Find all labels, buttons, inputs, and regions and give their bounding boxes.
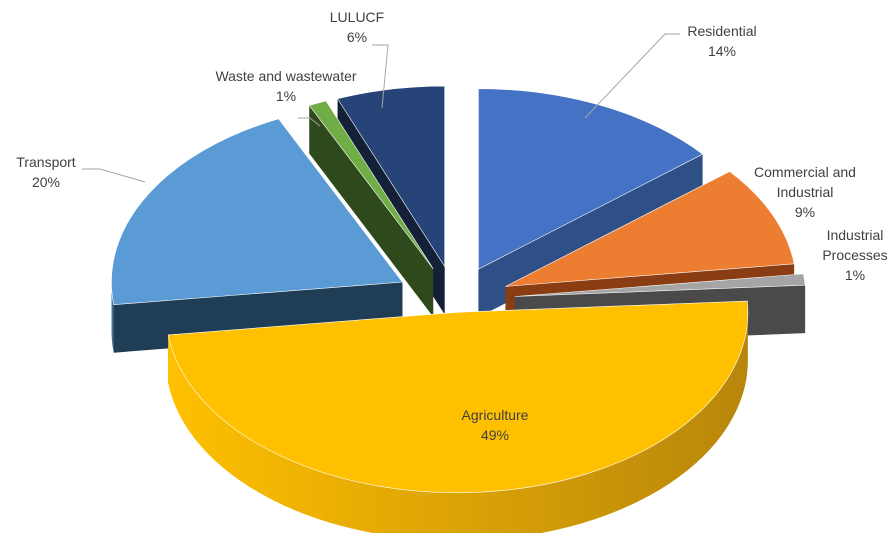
- pie-slice-top-agriculture: [167, 300, 749, 494]
- pie-slice-top-lulucf: [337, 85, 445, 268]
- leader-line-waste-and-wastewater: [298, 117, 321, 127]
- data-label-name-commercial-and-industrial: Commercial and: [754, 164, 856, 180]
- data-label-value-lulucf: 6%: [347, 29, 367, 45]
- data-label-value-waste-and-wastewater: 1%: [276, 88, 296, 104]
- pie-slice-top-industrial-processes: [514, 273, 806, 297]
- pie-slice-side-agriculture: [168, 312, 748, 533]
- data-label-name-lulucf: LULUCF: [330, 9, 384, 25]
- leader-line-transport: [82, 168, 146, 183]
- data-label-value-industrial-processes: 1%: [845, 267, 865, 283]
- pie-slice-top-residential: [478, 88, 704, 270]
- data-label-name-waste-and-wastewater: Waste and wastewater: [215, 68, 356, 84]
- data-label-name-transport: Transport: [16, 154, 76, 170]
- data-label-name-industrial-processes: Industrial: [827, 227, 884, 243]
- pie-slice-top-waste-and-wastewater: [308, 100, 434, 269]
- data-label-name-industrial-processes: Processes: [822, 247, 887, 263]
- pie-slice-waste-and-wastewater: [308, 100, 434, 317]
- pie-slice-side-transport: [111, 282, 114, 353]
- leader-line-residential: [584, 33, 680, 119]
- data-label-name-commercial-and-industrial: Industrial: [777, 184, 834, 200]
- pie-slice-agriculture: [167, 300, 749, 533]
- data-label-value-agriculture: 49%: [481, 427, 509, 443]
- data-label-name-residential: Residential: [687, 23, 756, 39]
- data-label-value-residential: 14%: [708, 43, 736, 59]
- data-label-name-agriculture: Agriculture: [462, 407, 529, 423]
- pie-slice-top-commercial-and-industrial: [505, 171, 795, 287]
- leader-line-lulucf: [372, 44, 389, 109]
- data-label-value-transport: 20%: [32, 174, 60, 190]
- pie-slice-top-transport: [111, 118, 403, 306]
- data-label-value-commercial-and-industrial: 9%: [795, 204, 815, 220]
